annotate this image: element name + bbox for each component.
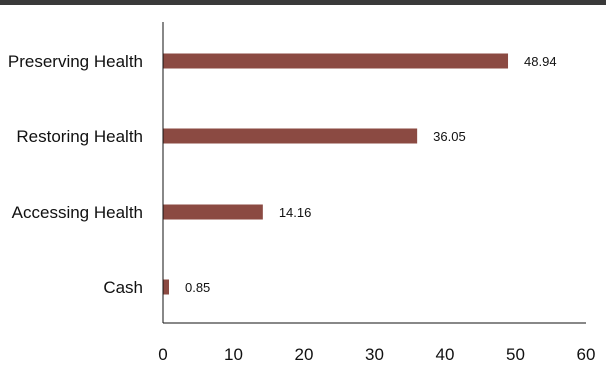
- x-tick-label: 30: [365, 345, 384, 364]
- bar-cash: [163, 279, 169, 295]
- bar-restoring-health: [163, 128, 418, 144]
- bar-preserving-health: [163, 53, 509, 69]
- bars-group: [163, 53, 509, 295]
- x-tick-label: 0: [158, 345, 167, 364]
- category-label: Accessing Health: [12, 203, 143, 222]
- category-label: Cash: [103, 278, 143, 297]
- category-label: Preserving Health: [8, 52, 143, 71]
- x-tick-labels-group: 0 10 20 30 40 50 60: [158, 345, 595, 364]
- data-label: 14.16: [279, 205, 312, 220]
- data-label: 0.85: [185, 280, 210, 295]
- x-tick-label: 10: [224, 345, 243, 364]
- bar-accessing-health: [163, 204, 263, 220]
- data-label: 36.05: [433, 129, 466, 144]
- top-rule: [0, 0, 606, 5]
- x-tick-label: 60: [577, 345, 596, 364]
- data-label: 48.94: [524, 54, 557, 69]
- x-tick-label: 20: [295, 345, 314, 364]
- category-label: Restoring Health: [16, 127, 143, 146]
- x-tick-label: 40: [436, 345, 455, 364]
- data-labels-group: 48.94 36.05 14.16 0.85: [185, 54, 557, 295]
- x-tick-label: 50: [506, 345, 525, 364]
- category-labels-group: Preserving Health Restoring Health Accessi…: [8, 52, 143, 297]
